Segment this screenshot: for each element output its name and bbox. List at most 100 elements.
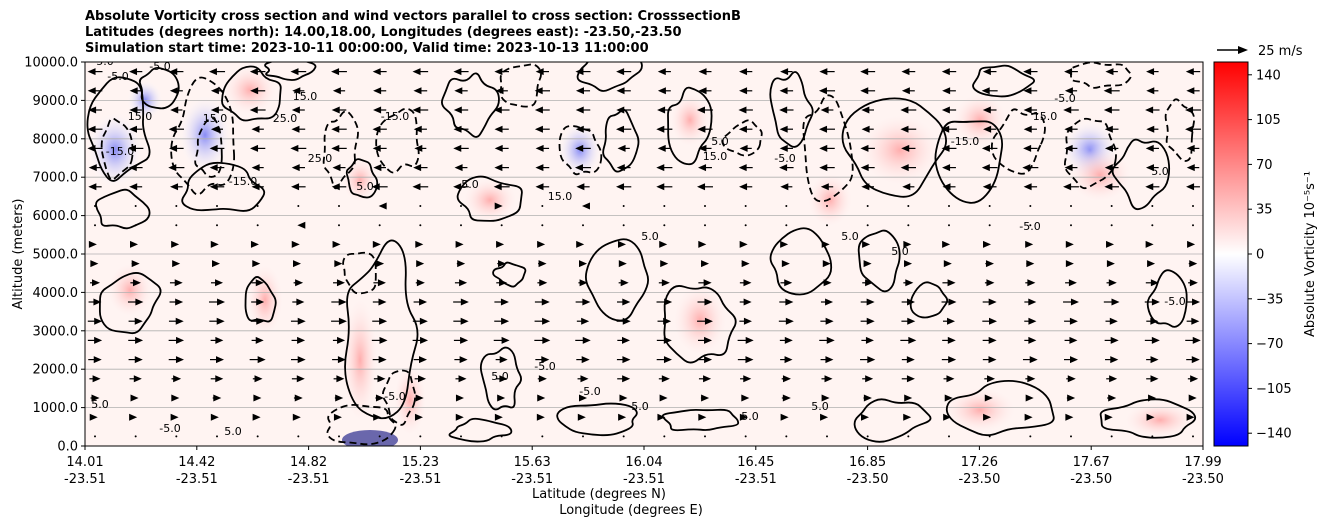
wind-vector: [1146, 87, 1159, 95]
x-tick-label-lon: -23.50: [1182, 472, 1224, 487]
wind-vector: [1106, 260, 1115, 268]
wind-vector: [741, 394, 750, 402]
wind-vector: [1026, 260, 1035, 268]
wind-vector: [860, 317, 875, 325]
wind-vector: [822, 260, 831, 268]
wind-vector: [659, 240, 668, 248]
positive-contour: [448, 417, 513, 443]
wind-vector: [130, 279, 141, 287]
wind-vector: [982, 336, 997, 344]
wind-vector: [657, 106, 672, 114]
x-tick-label-lon: -23.51: [735, 472, 777, 487]
wind-vector: [826, 435, 828, 438]
quiver-key: 25 m/s: [1217, 44, 1303, 59]
wind-vector: [249, 106, 266, 114]
wind-vector: [291, 106, 305, 114]
wind-vector: [251, 279, 264, 287]
colorbar-tick-label: −70: [1256, 337, 1283, 352]
wind-vector: [216, 205, 218, 207]
wind-vector: [292, 413, 301, 421]
wind-vector: [863, 260, 872, 268]
wind-vector: [860, 298, 875, 306]
positive-contour: [769, 227, 833, 296]
wind-vector: [656, 336, 672, 344]
wind-vector: [697, 183, 713, 191]
wind-vector: [1104, 164, 1119, 172]
wind-vector: [460, 435, 462, 438]
wind-vector: [290, 68, 307, 76]
wind-vector: [169, 144, 184, 152]
wind-vector: [578, 394, 588, 402]
wind-vector: [494, 68, 509, 76]
wind-vector: [87, 336, 103, 344]
x-axis: 14.01 -23.51 14.42 -23.51 14.82 -23.51 15.23 -2…: [64, 446, 1224, 487]
wind-vector: [656, 125, 673, 133]
contour-label: -5.0: [384, 390, 405, 403]
wind-vector: [739, 68, 753, 76]
wind-vector: [455, 240, 464, 248]
contour-label: 5.0: [641, 230, 659, 243]
wind-vector: [1024, 336, 1037, 344]
wind-vector: [1070, 224, 1072, 227]
contour-label: -15.0: [229, 175, 257, 188]
wind-vector: [1023, 144, 1038, 152]
wind-vector: [494, 202, 503, 210]
wind-vector: [172, 260, 181, 268]
contour-label: -5.0: [159, 422, 180, 435]
wind-vector: [256, 224, 259, 227]
wind-vector: [208, 298, 226, 306]
wind-vector: [454, 279, 468, 287]
wind-vector: [495, 356, 508, 364]
positive-contour: [456, 175, 523, 222]
wind-vector: [1146, 317, 1159, 325]
wind-vector: [656, 164, 673, 172]
positive-contour: [441, 72, 500, 138]
wind-vector: [538, 260, 547, 268]
wind-vector: [1022, 356, 1038, 364]
wind-vector: [575, 298, 591, 306]
wind-vector: [1063, 106, 1079, 114]
wind-vector: [1192, 435, 1194, 438]
contour-label: -5.0: [1054, 92, 1075, 105]
wind-vector: [251, 183, 264, 191]
y-tick-label: 2000.0: [33, 363, 79, 378]
wind-vector: [170, 106, 183, 114]
wind-vector: [819, 68, 835, 76]
negative-contour: [802, 94, 854, 203]
wind-vector: [778, 317, 794, 325]
wind-vector: [291, 164, 305, 172]
wind-vector: [1146, 68, 1159, 76]
contour-label: -5.0: [774, 152, 795, 165]
colorbar: 140 105 70 35 0 −35 −70 −105 −140 Absolute Vorti…: [1213, 61, 1318, 447]
wind-vector: [537, 375, 547, 383]
positive-contour: [138, 66, 180, 110]
y-tick-label: 5000.0: [33, 248, 79, 263]
wind-vector: [297, 205, 300, 207]
wind-vector: [89, 279, 101, 287]
wind-vector: [901, 87, 915, 95]
wind-vector: [942, 183, 956, 191]
contour-label: 15.0: [548, 190, 573, 203]
wind-vector: [175, 205, 178, 207]
wind-vector: [941, 356, 957, 364]
wind-vector: [1025, 375, 1036, 383]
wind-vector: [460, 224, 462, 227]
wind-vector: [820, 298, 834, 306]
wind-vector: [901, 298, 916, 306]
x-tick-label-lon: -23.50: [1070, 472, 1112, 487]
wind-vector: [948, 224, 950, 227]
wind-vector: [94, 205, 96, 207]
wind-vector: [90, 260, 99, 268]
wind-vector: [1023, 106, 1038, 114]
wind-vector: [780, 356, 793, 364]
wind-vector: [454, 164, 468, 172]
wind-vector: [616, 68, 632, 76]
positive-contour: [667, 86, 713, 166]
wind-vector: [253, 394, 262, 402]
wind-vector: [210, 125, 224, 133]
wind-vector: [819, 125, 835, 133]
wind-vector: [582, 224, 584, 227]
wind-vector: [1104, 125, 1119, 133]
colorbar-ticks: 140 105 70 35 0 −35 −70 −105 −140: [1248, 68, 1292, 442]
positive-contour: [556, 402, 638, 437]
